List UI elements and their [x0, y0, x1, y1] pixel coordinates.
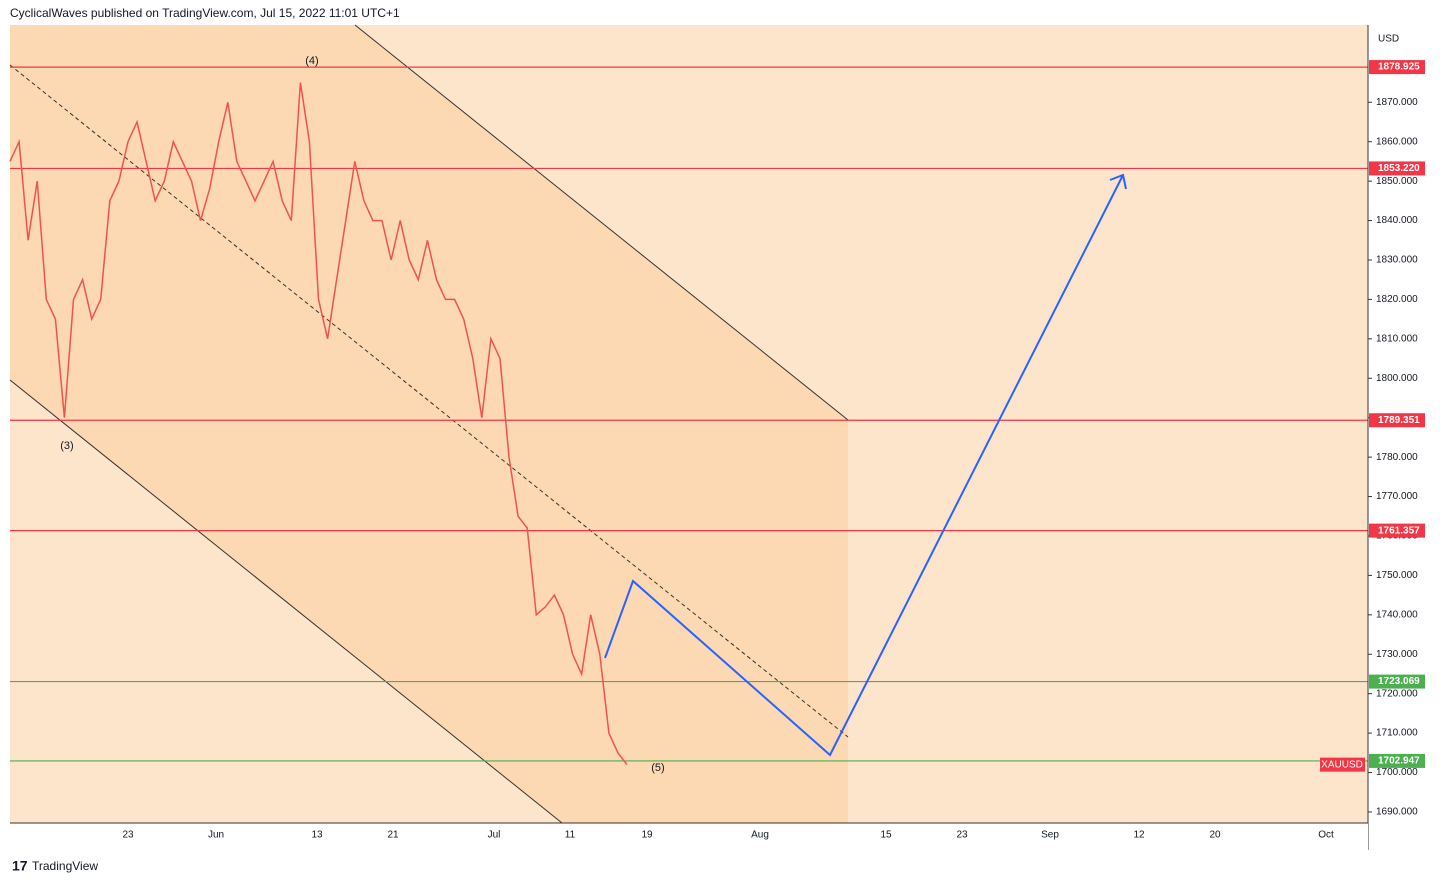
x-tick-label: 19 — [641, 830, 653, 841]
currency: USD — [1378, 34, 1399, 45]
channel-upper — [354, 24, 849, 421]
y-tick-label: 1850.000 — [1376, 176, 1418, 187]
y-tick-label: 1730.000 — [1376, 649, 1418, 660]
level-tag — [1369, 753, 1425, 768]
channel-zone — [10, 25, 848, 823]
y-tick-label: 1720.000 — [1376, 688, 1418, 699]
y-tick-label: 1750.000 — [1376, 570, 1418, 581]
y-tick-label: 1740.000 — [1376, 609, 1418, 620]
level-tag — [1369, 161, 1425, 176]
level-label: 1723.069 — [1378, 676, 1420, 687]
y-tick-label: 1800.000 — [1376, 373, 1418, 384]
x-tick-label: Oct — [1318, 830, 1334, 841]
x-tick-label: Jul — [488, 830, 501, 841]
x-tick-label: Jun — [208, 830, 224, 841]
y-tick-label: 1820.000 — [1376, 294, 1418, 305]
level-tag — [1369, 674, 1425, 689]
level-label: 1878.925 — [1378, 62, 1420, 73]
y-tick-label: 1710.000 — [1376, 728, 1418, 739]
level-label: 1789.351 — [1378, 415, 1420, 426]
projection-arrow — [1109, 173, 1127, 190]
x-tick-label: 15 — [880, 830, 892, 841]
y-tick-label: 1700.000 — [1376, 767, 1418, 778]
price-axis — [1368, 25, 1430, 850]
footer: TradingView — [32, 859, 98, 873]
x-tick-label: Aug — [751, 830, 769, 841]
price-line — [9, 82, 628, 766]
symbol-tag — [1320, 757, 1365, 772]
x-tick-label: 23 — [122, 830, 134, 841]
x-tick-label: 21 — [387, 830, 399, 841]
level-tag — [1369, 413, 1425, 428]
y-tick-label: 1870.000 — [1376, 97, 1418, 108]
x-tick-label: Sep — [1041, 830, 1059, 841]
time-axis — [10, 823, 1368, 850]
wave-label: (3) — [60, 440, 73, 452]
level-tag — [1369, 523, 1425, 538]
x-tick-label: 20 — [1209, 830, 1221, 841]
level-tag — [1369, 60, 1425, 75]
header: CyclicalWaves published on TradingView.c… — [10, 6, 400, 20]
channel-lower — [9, 379, 563, 824]
wave-label: (4) — [305, 55, 318, 67]
y-tick-label: 1780.000 — [1376, 452, 1418, 463]
x-tick-label: 13 — [311, 830, 323, 841]
level-label: 1761.357 — [1378, 525, 1420, 536]
y-tick-label: 1810.000 — [1376, 333, 1418, 344]
y-tick-label: 1690.000 — [1376, 807, 1418, 818]
y-tick-label: 1830.000 — [1376, 255, 1418, 266]
projection — [604, 174, 1124, 757]
level-label: 1853.220 — [1378, 163, 1420, 174]
x-tick-label: 11 — [565, 830, 576, 841]
y-tick-label: 1860.000 — [1376, 136, 1418, 147]
y-tick-label: 1770.000 — [1376, 491, 1418, 502]
x-tick-label: 23 — [956, 830, 968, 841]
level-label: 1702.947 — [1378, 756, 1420, 767]
logo-mark: 17 — [12, 858, 28, 874]
x-tick-label: 12 — [1133, 830, 1145, 841]
y-tick-label: 1840.000 — [1376, 215, 1418, 226]
symbol-label: XAUUSD — [1321, 759, 1363, 770]
wave-label: (5) — [651, 762, 664, 774]
